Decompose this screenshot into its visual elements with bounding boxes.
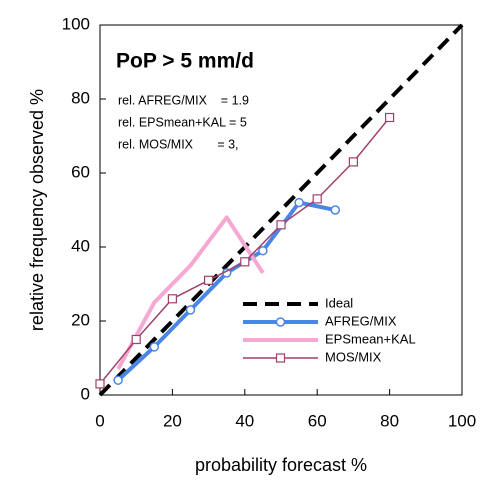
x-tick-label: 0 <box>95 411 104 430</box>
y-tick-label: 0 <box>81 384 90 403</box>
x-tick-label: 80 <box>380 411 399 430</box>
point <box>167 294 177 304</box>
series-line <box>116 200 336 382</box>
point <box>312 194 322 204</box>
y-tick-label: 40 <box>71 236 90 255</box>
legend-marker <box>275 353 286 363</box>
point <box>240 257 250 267</box>
y-tick-label: 20 <box>71 310 90 329</box>
legend-label: AFREG/MIX <box>325 313 397 328</box>
y-axis-title: relative frequency observed % <box>27 89 47 331</box>
annotation: rel. EPSmean+KAL = 5 <box>118 115 247 129</box>
x-tick-label: 40 <box>235 411 254 430</box>
point <box>348 157 358 167</box>
x-tick-label: 20 <box>163 411 182 430</box>
legend-label: Ideal <box>325 295 353 310</box>
y-tick-label: 100 <box>62 14 90 33</box>
point <box>113 375 123 385</box>
point <box>149 342 160 352</box>
annotation: PoP > 5 mm/d <box>116 50 254 73</box>
point <box>276 220 286 230</box>
x-tick-label: 100 <box>448 411 476 430</box>
x-tick-label: 60 <box>308 411 327 430</box>
point <box>385 112 395 123</box>
point <box>131 334 141 345</box>
point <box>330 205 341 215</box>
point <box>185 305 196 315</box>
annotation-box: PoP > 5 mm/d rel. AFREG/MIX = 1.9 rel. E… <box>116 50 254 152</box>
legend-label: EPSmean+KAL <box>325 331 416 346</box>
x-axis-title: probability forecast % <box>195 455 367 475</box>
plot-frame <box>99 24 463 396</box>
annotation: rel. MOS/MIX = 3, <box>118 137 239 151</box>
point <box>95 379 105 389</box>
y-tick-label: 60 <box>71 162 90 181</box>
point <box>258 245 268 256</box>
y-tick-label: 80 <box>71 88 90 107</box>
legend-marker <box>275 317 286 327</box>
annotation: rel. AFREG/MIX = 1.9 <box>118 93 249 107</box>
legend-label: MOS/MIX <box>325 349 382 364</box>
series-line <box>116 215 265 371</box>
point <box>204 275 214 285</box>
point <box>294 197 304 208</box>
series-line <box>98 23 464 397</box>
